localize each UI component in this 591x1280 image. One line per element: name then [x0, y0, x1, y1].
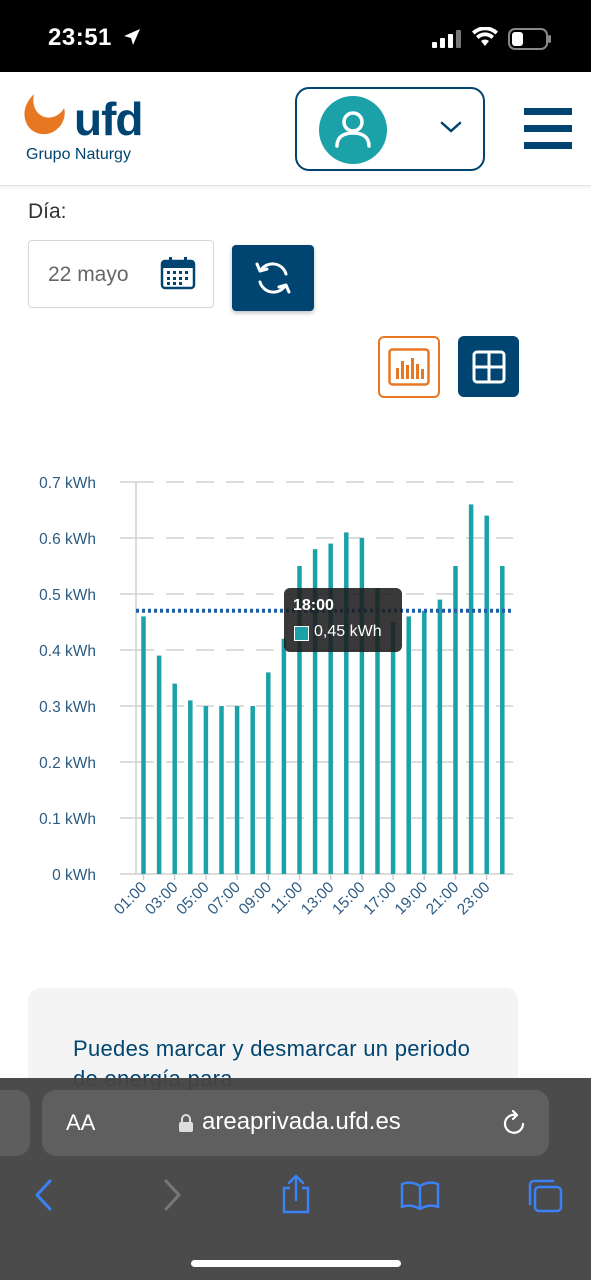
x-tick-label: 11:00 [268, 879, 307, 918]
chevron-down-icon [440, 121, 462, 133]
wifi-icon [472, 27, 498, 46]
x-tick-label: 21:00 [423, 879, 463, 919]
bookmarks-icon[interactable] [400, 1180, 440, 1210]
y-tick-label: 0 kWh [52, 867, 96, 884]
chart-bar [328, 543, 333, 874]
user-account-dropdown[interactable] [295, 87, 485, 171]
chart-bar [219, 706, 224, 874]
previous-tab-peek[interactable] [0, 1090, 30, 1156]
grid-icon [472, 350, 506, 384]
site-header: ufd Grupo Naturgy [0, 72, 591, 186]
logo-text: ufd [74, 93, 144, 145]
chart-bar [375, 588, 380, 874]
status-time: 23:51 [48, 24, 112, 51]
x-tick-label: 05:00 [173, 879, 213, 919]
location-arrow-icon [124, 29, 140, 45]
chart-bar [266, 672, 271, 874]
ufd-logo[interactable]: ufd Grupo Naturgy [20, 92, 160, 168]
cellular-signal-icon [432, 30, 461, 48]
info-card: Puedes marcar y desmarcar un periodo de … [28, 988, 518, 1108]
chart-bar [359, 538, 365, 874]
tooltip-title: 18:00 [293, 597, 334, 614]
chart-bar [188, 700, 193, 874]
battery-icon [508, 28, 551, 50]
chart-bar [312, 549, 318, 874]
user-icon [335, 111, 371, 148]
reader-aa-button[interactable]: AA [66, 1110, 96, 1135]
browser-toolbar: AA areaprivada.ufd.es [0, 1078, 591, 1280]
home-indicator [191, 1260, 401, 1267]
chart-bar [422, 610, 427, 874]
chart-bar [468, 504, 474, 874]
x-tick-label: 07:00 [204, 879, 244, 919]
logo-flame-icon [24, 94, 65, 135]
url-text: areaprivada.ufd.es [202, 1108, 401, 1135]
tooltip-swatch [294, 626, 309, 641]
tabs-icon[interactable] [526, 1178, 564, 1214]
x-tick-label: 09:00 [236, 879, 276, 919]
chart-bar [156, 655, 162, 874]
chart-bar [203, 706, 209, 874]
y-tick-label: 0.5 kWh [39, 587, 96, 604]
calendar-icon[interactable] [160, 256, 196, 290]
chart-bar [453, 566, 458, 874]
chart-bar [437, 599, 443, 874]
date-picker-input[interactable]: 22 mayo [28, 240, 214, 308]
address-bar[interactable]: AA areaprivada.ufd.es [42, 1090, 549, 1156]
x-tick-label: 01:00 [111, 879, 151, 919]
status-bar: 23:51 [0, 0, 591, 72]
y-tick-label: 0.6 kWh [39, 531, 96, 548]
date-label: Día: [28, 200, 67, 223]
chart-bar [297, 566, 302, 874]
consumption-bar-chart: 0 kWh 0.1 kWh 0.2 kWh 0.3 kWh 0.4 kWh 0.5 kWh… [39, 475, 513, 919]
refresh-icon [255, 262, 291, 294]
chart-view-button[interactable] [378, 336, 440, 398]
back-icon[interactable] [32, 1178, 56, 1212]
y-tick-label: 0.1 kWh [39, 811, 96, 828]
logo-subtitle: Grupo Naturgy [26, 146, 131, 163]
avatar [319, 96, 387, 164]
y-tick-label: 0.4 kWh [39, 643, 96, 660]
chart-bar [234, 706, 240, 874]
forward-icon[interactable] [160, 1178, 184, 1212]
share-icon[interactable] [280, 1174, 312, 1214]
x-tick-label: 23:00 [454, 879, 494, 919]
y-tick-label: 0.3 kWh [39, 699, 96, 716]
date-value: 22 mayo [48, 263, 129, 286]
x-tick-label: 13:00 [298, 879, 338, 919]
chart-bar [390, 622, 396, 874]
y-tick-label: 0.2 kWh [39, 755, 96, 772]
x-tick-label: 17:00 [360, 879, 400, 919]
x-tick-label: 03:00 [142, 879, 182, 919]
chart-bar [500, 566, 505, 874]
chart-bar [172, 683, 177, 874]
tooltip-value: 0,45 kWh [314, 623, 382, 640]
chart-bar [250, 706, 255, 874]
chart-bar [141, 616, 146, 874]
bar-chart-icon [388, 348, 430, 386]
lock-icon [179, 1114, 193, 1132]
chart-bar [484, 515, 489, 874]
chart-bar [281, 638, 287, 874]
reload-icon[interactable] [502, 1110, 528, 1138]
y-tick-label: 0.7 kWh [39, 475, 96, 492]
chart-tooltip: 18:00 0,45 kWh [284, 588, 402, 652]
chart-bar [344, 532, 349, 874]
table-view-button[interactable] [458, 336, 519, 397]
chart-bar [406, 616, 411, 874]
x-tick-label: 19:00 [392, 879, 432, 919]
refresh-button[interactable] [232, 245, 314, 311]
x-tick-label: 15:00 [329, 879, 369, 919]
hamburger-menu-icon[interactable] [524, 108, 574, 154]
